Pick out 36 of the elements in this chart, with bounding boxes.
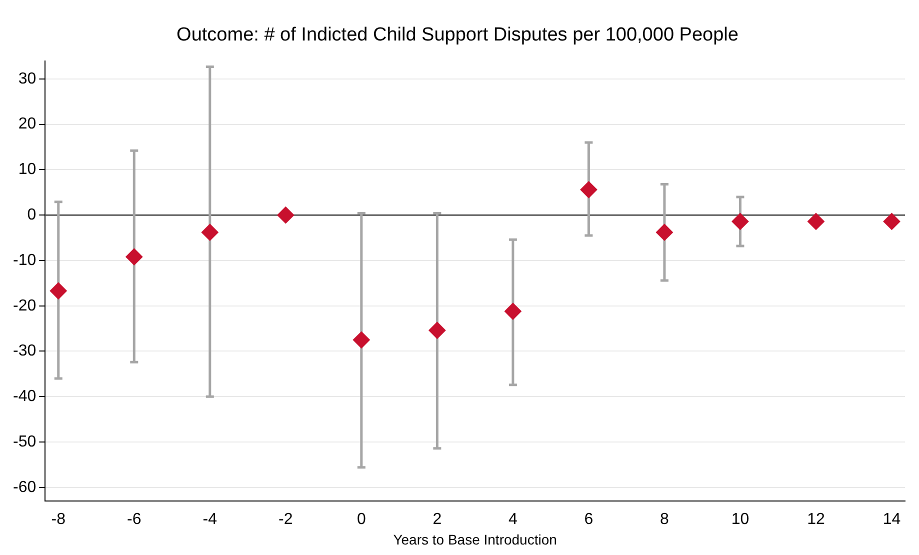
- y-tick-label: 10: [18, 161, 36, 178]
- y-tick-label: 20: [18, 116, 36, 133]
- point: [883, 212, 900, 230]
- y-tick-label: -20: [13, 297, 36, 314]
- y-tick-label: -10: [13, 252, 36, 269]
- x-tick-label: 10: [731, 511, 750, 528]
- x-axis-title: Years to Base Introduction: [393, 531, 557, 548]
- y-tick-label: -30: [13, 342, 36, 360]
- point: [504, 302, 522, 320]
- point: [126, 248, 143, 266]
- x-tick-label: 6: [584, 511, 594, 528]
- x-tick-label: 2: [432, 511, 442, 528]
- y-tick-label: 30: [18, 70, 36, 88]
- y-tick-label: -60: [13, 478, 36, 496]
- point: [428, 322, 446, 339]
- x-tick-label: -6: [127, 511, 142, 528]
- x-tick-label: 0: [356, 511, 366, 528]
- x-tick-label: -8: [51, 511, 66, 528]
- x-tick-label: 4: [508, 511, 518, 528]
- x-tick-label: -4: [202, 511, 218, 528]
- x-tick-label: 14: [882, 511, 901, 528]
- y-tick-label: -40: [13, 388, 36, 406]
- point: [656, 224, 673, 241]
- point: [580, 181, 598, 198]
- x-tick-label: 8: [660, 511, 670, 528]
- point: [201, 224, 218, 241]
- x-tick-label: -2: [278, 511, 293, 528]
- point: [277, 206, 294, 224]
- chart-title: Outcome: # of Indicted Child Support Disputes per 100,000 People: [176, 24, 738, 46]
- point: [50, 282, 67, 300]
- y-tick-label: 0: [27, 206, 36, 224]
- point: [732, 212, 749, 230]
- y-tick-label: -50: [13, 433, 36, 450]
- point: [352, 331, 370, 348]
- x-tick-label: 12: [807, 511, 825, 528]
- point: [807, 212, 824, 230]
